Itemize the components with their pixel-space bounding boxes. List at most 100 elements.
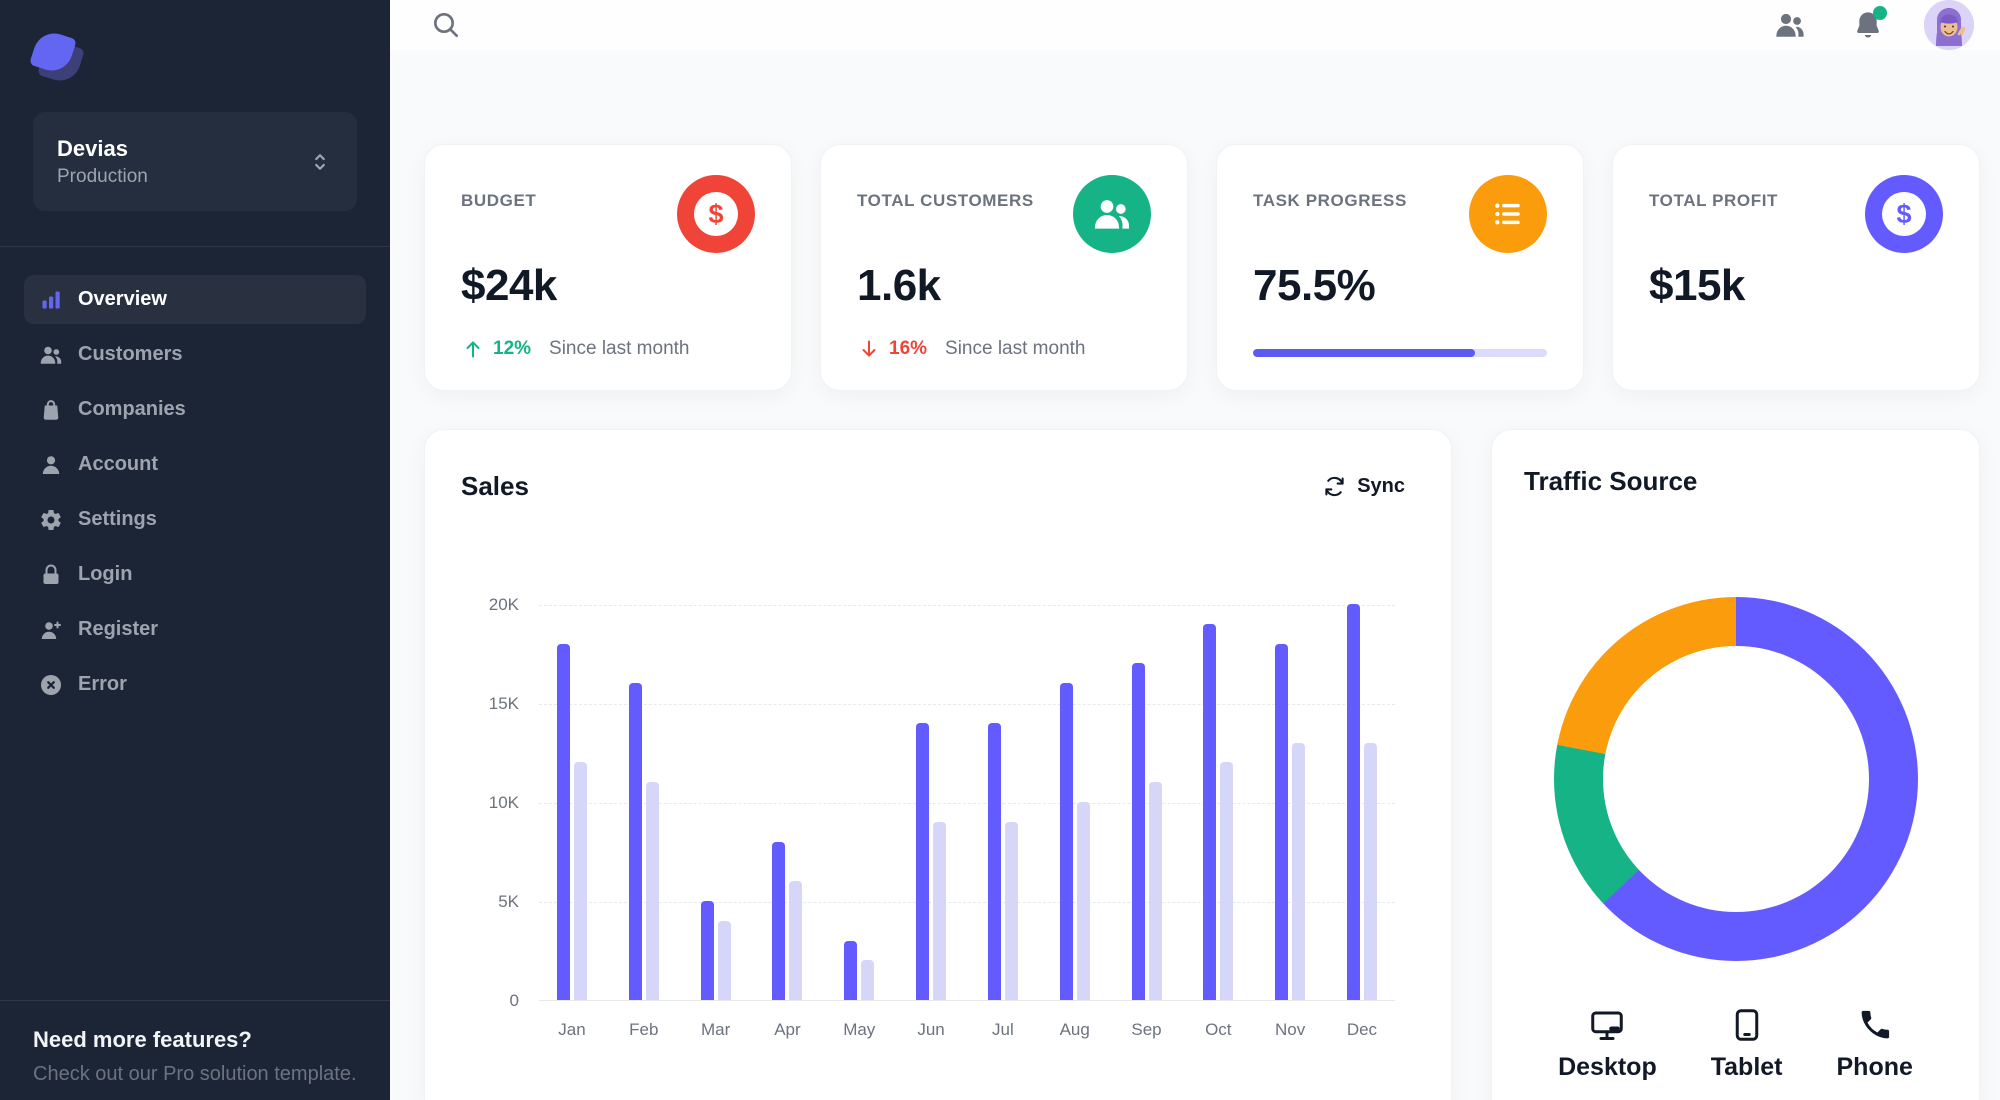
customers-trend-value: 16%: [889, 338, 928, 359]
secondary-bar: [1220, 762, 1234, 1000]
sidebar-item-login[interactable]: Login: [24, 550, 366, 599]
primary-bar: [1131, 663, 1145, 1000]
user-plus-icon: [39, 618, 63, 642]
users-icon: [39, 343, 63, 367]
total-customers-label: TOTAL CUSTOMERS: [857, 191, 1034, 210]
bar-group-mar: Mar: [700, 901, 731, 1039]
sidebar-item-label: Register: [78, 618, 159, 640]
sidebar-item-label: Overview: [78, 288, 167, 310]
phone-icon: [1857, 1007, 1893, 1043]
users-icon: [1073, 175, 1151, 253]
primary-bar: [1203, 623, 1217, 1000]
budget-trend-value: 12%: [493, 338, 532, 359]
x-axis-label: Apr: [774, 1020, 801, 1039]
lock-icon: [39, 563, 63, 587]
sidebar-divider: [0, 246, 390, 247]
sales-title: Sales: [461, 471, 529, 501]
sidebar-item-settings[interactable]: Settings: [24, 495, 366, 544]
secondary-bar: [1363, 742, 1377, 1000]
sidebar-nav: Overview Customers Companies Account Setting…: [0, 247, 390, 709]
sidebar-item-label: Account: [78, 453, 158, 475]
bar-group-aug: Aug: [1060, 683, 1090, 1039]
task-progress-value: 75.5%: [1253, 261, 1376, 310]
workspace-environment: Production: [57, 166, 148, 188]
x-axis-label: Dec: [1346, 1020, 1378, 1039]
x-axis-label: Jun: [917, 1020, 945, 1039]
secondary-bar: [861, 960, 875, 1000]
budget-value: $24k: [461, 261, 557, 310]
bar-group-oct: Oct: [1203, 623, 1234, 1039]
sales-card: Sales Sync 20K 15K 10K 5K 0 Jan Feb Mar Apr May J…: [424, 429, 1452, 1100]
traffic-source-card: Traffic Source Desktop Tablet Phone: [1491, 429, 1980, 1100]
bell-icon: [1852, 9, 1884, 41]
task-progress-card: TASK PROGRESS 75.5%: [1216, 144, 1584, 391]
chart-bar-icon: [39, 288, 63, 312]
bar-group-apr: Apr: [772, 841, 803, 1039]
bar-group-nov: Nov: [1275, 643, 1306, 1039]
dollar-icon: $: [677, 175, 755, 253]
gear-icon: [39, 508, 63, 532]
device-label: Tablet: [1710, 1053, 1783, 1081]
sidebar-footer-title: Need more features?: [33, 1027, 252, 1052]
workspace-selector[interactable]: Devias Production: [33, 112, 357, 211]
sidebar-item-label: Login: [78, 563, 133, 585]
y-axis-tick: 10K: [488, 793, 519, 812]
sidebar-item-account[interactable]: Account: [24, 440, 366, 489]
desktop-icon: [1589, 1007, 1625, 1043]
sales-chart-y-axis: 20K 15K 10K 5K 0: [461, 595, 539, 1010]
sidebar-item-error[interactable]: Error: [24, 660, 366, 709]
task-progress-fill: [1253, 349, 1475, 357]
secondary-bar: [1292, 742, 1306, 1000]
users-icon: [1774, 9, 1806, 41]
sidebar-item-label: Settings: [78, 508, 157, 530]
sync-button[interactable]: Sync: [1312, 466, 1415, 507]
top-bar: [390, 0, 2000, 50]
arrow-up-icon: [461, 337, 485, 361]
search-button[interactable]: [424, 3, 468, 47]
x-axis-label: Sep: [1131, 1020, 1162, 1039]
sidebar-item-overview[interactable]: Overview: [24, 275, 366, 324]
secondary-bar: [1076, 802, 1090, 1000]
sidebar-item-register[interactable]: Register: [24, 605, 366, 654]
budget-label: BUDGET: [461, 191, 537, 210]
x-axis-label: Feb: [629, 1020, 659, 1039]
chevron-up-down-icon: [307, 149, 333, 175]
device-label: Desktop: [1558, 1053, 1657, 1081]
device-legend: Desktop Tablet Phone: [1524, 1007, 1947, 1082]
shopping-bag-icon: [39, 398, 63, 422]
sales-bar-chart: 20K 15K 10K 5K 0 Jan Feb Mar Apr May Jun Jul Aug Sep…: [461, 595, 1415, 1039]
total-customers-value: 1.6k: [857, 261, 941, 310]
primary-bar: [916, 722, 930, 1000]
metrics-row: BUDGET $ $24k 12% Since last month TOTAL…: [424, 144, 1980, 391]
primary-bar: [987, 722, 1001, 1000]
x-circle-icon: [39, 673, 63, 697]
sidebar-footer-subtitle: Check out our Pro solution template.: [33, 1063, 357, 1085]
total-profit-label: TOTAL PROFIT: [1649, 191, 1779, 210]
contacts-button[interactable]: [1768, 3, 1812, 47]
x-axis-label: May: [843, 1020, 876, 1039]
sales-chart-plot: Jan Feb Mar Apr May Jun Jul Aug Sep Oct Nov Dec: [539, 604, 1395, 1039]
arrow-down-icon: [857, 337, 881, 361]
primary-bar: [557, 643, 570, 1000]
traffic-source-title: Traffic Source: [1524, 466, 1698, 496]
content: BUDGET $ $24k 12% Since last month TOTAL…: [390, 50, 2000, 1100]
secondary-bar: [789, 881, 803, 1000]
user-avatar[interactable]: [1924, 0, 1974, 50]
notifications-button[interactable]: [1846, 3, 1890, 47]
traffic-donut-chart: [1553, 597, 1918, 961]
device-desktop: Desktop: [1558, 1007, 1657, 1082]
sidebar-item-label: Customers: [78, 343, 183, 365]
sidebar-item-companies[interactable]: Companies: [24, 385, 366, 434]
device-tablet: Tablet: [1711, 1007, 1783, 1082]
x-axis-label: Jul: [992, 1020, 1014, 1039]
x-axis-label: Mar: [700, 1020, 731, 1039]
primary-bar: [844, 940, 858, 1000]
main-area: BUDGET $ $24k 12% Since last month TOTAL…: [390, 0, 2000, 1100]
refresh-icon: [1322, 474, 1347, 499]
bar-group-dec: Dec: [1346, 604, 1377, 1039]
sidebar-item-customers[interactable]: Customers: [24, 330, 366, 379]
device-label: Phone: [1836, 1053, 1913, 1081]
primary-bar: [1346, 604, 1360, 1000]
devias-logo-icon[interactable]: [29, 28, 85, 86]
search-icon: [430, 9, 462, 41]
